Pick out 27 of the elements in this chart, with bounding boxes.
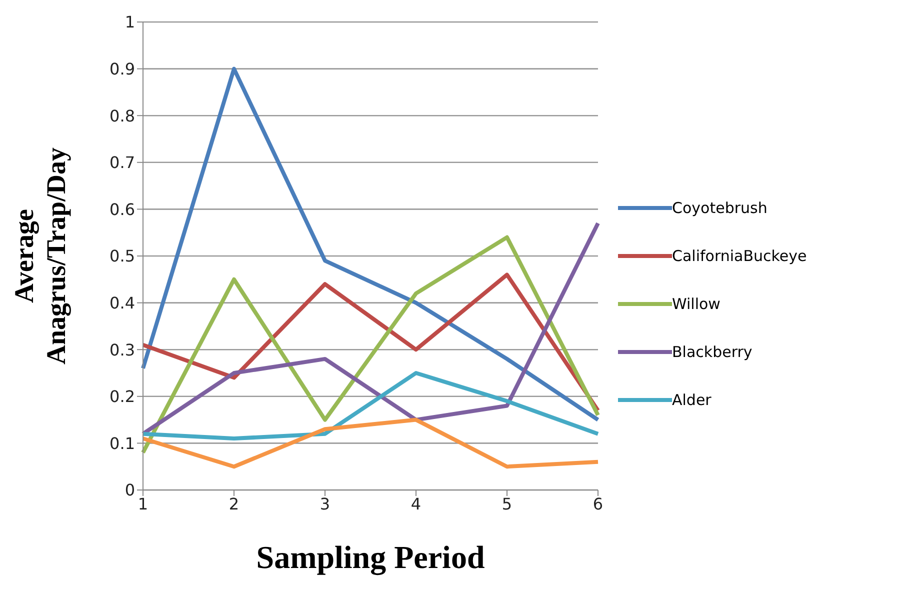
legend-label: CaliforniaBuckeye bbox=[672, 247, 807, 265]
legend-label: Willow bbox=[672, 295, 720, 313]
x-tick-label: 6 bbox=[592, 494, 604, 514]
y-tick-label: 1 bbox=[124, 12, 135, 32]
line-series bbox=[141, 371, 600, 441]
x-tick-label: 5 bbox=[502, 494, 512, 514]
legend-label: Blackberry bbox=[672, 343, 752, 361]
y-tick-label: 0.3 bbox=[110, 340, 135, 360]
y-tick-label: 0.8 bbox=[110, 106, 135, 126]
legend-label: Coyotebrush bbox=[672, 199, 768, 217]
y-tick-label: 0.1 bbox=[110, 434, 135, 453]
y-tick-label: 0 bbox=[124, 480, 135, 500]
line-series bbox=[141, 66, 600, 422]
line-series bbox=[141, 418, 600, 469]
x-tick-label: 4 bbox=[410, 494, 422, 514]
y-tick-label: 0.4 bbox=[110, 293, 135, 312]
y-tick-label: 0.9 bbox=[110, 59, 135, 78]
y-tick-label: 0.5 bbox=[110, 246, 135, 266]
x-tick-label: 2 bbox=[228, 494, 240, 514]
y-tick-label: 0.2 bbox=[110, 387, 135, 406]
legend-label: Alder bbox=[672, 391, 712, 409]
y-axis-title: Average Anagrus/Trap/Day bbox=[9, 146, 71, 365]
y-tick-label: 0.6 bbox=[110, 200, 135, 219]
y-tick-label: 0.7 bbox=[110, 153, 135, 172]
x-tick-label: 1 bbox=[138, 494, 148, 514]
x-axis-title: Sampling Period bbox=[256, 539, 485, 576]
x-tick-label: 3 bbox=[320, 494, 330, 514]
